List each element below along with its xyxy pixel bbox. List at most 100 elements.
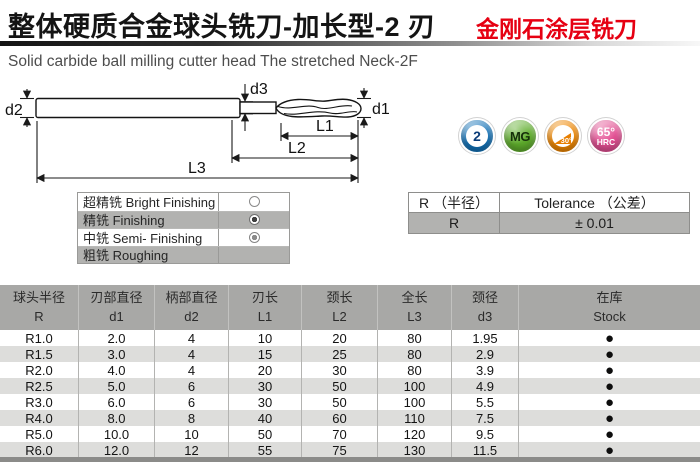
spec-col-header: 刃部直径 d1 — [78, 285, 154, 330]
finishing-mark-cell — [218, 211, 289, 228]
spec-col-header: 颈长 L2 — [301, 285, 377, 330]
spec-col-header: 刃长 L1 — [228, 285, 301, 330]
spec-cell: 80 — [377, 330, 451, 346]
spec-col-header-zh: 刃长 — [251, 289, 278, 305]
spec-cell: 11.5 — [451, 442, 518, 458]
spec-col-header-zh: 刃部直径 — [90, 289, 143, 305]
spec-cell: R2.0 — [25, 362, 53, 378]
label-d3: d3 — [250, 81, 268, 98]
spec-cell: R2.5 — [25, 378, 53, 394]
spec-cell: 12 — [154, 442, 228, 458]
coating-title: 金刚石涂层铣刀 — [476, 16, 637, 42]
spec-cell: 4 — [154, 346, 228, 362]
spec-col-header-code: d1 — [109, 308, 124, 324]
finishing-table: 超精铣 Bright Finishing 精铣 Finishing 中铣 Semi-… — [77, 192, 290, 264]
spec-badges: 2 MG 30° 65° HRC — [459, 118, 624, 154]
spec-col-header: 全长 L3 — [377, 285, 451, 330]
spec-cell: 40 — [228, 410, 301, 426]
double-circle-icon — [248, 231, 260, 243]
spec-cell: R1.5 — [25, 346, 53, 362]
spec-row: R6.0 12.0 12 55 75 130 11.5 ● — [0, 442, 700, 458]
spec-col-header-zh: 柄部直径 — [165, 289, 218, 305]
spec-cell: 70 — [301, 426, 377, 442]
tolerance-r-value: R — [448, 215, 460, 231]
finishing-label: 精铣 Finishing — [83, 213, 165, 229]
tolerance-row: R ± 0.01 — [409, 213, 689, 233]
spec-row: R2.5 5.0 6 30 50 100 4.9 ● — [0, 378, 700, 394]
stock-dot-cell: ● — [518, 426, 700, 442]
finishing-label: 粗铣 Roughing — [83, 248, 169, 264]
material-grade-label: MG — [510, 128, 530, 144]
spec-cell: 8.0 — [78, 410, 154, 426]
finishing-label: 超精铣 Bright Finishing — [83, 195, 216, 211]
spec-col-header-code: L2 — [332, 308, 347, 324]
flutes-count-label: 2 — [473, 128, 481, 144]
spec-cell: 55 — [228, 442, 301, 458]
spec-cell: 20 — [301, 330, 377, 346]
spec-cell: 6 — [154, 378, 228, 394]
finishing-row: 粗铣 Roughing — [78, 245, 289, 264]
spec-cell: 6 — [154, 394, 228, 410]
spec-cell: R6.0 — [25, 442, 53, 458]
spec-cell: R1.0 — [25, 330, 53, 346]
hardness-unit: HRC — [596, 136, 616, 147]
subtitle-en: Solid carbide ball milling cutter head T… — [8, 53, 418, 70]
spec-col-header-zh: 颈径 — [471, 289, 498, 305]
spec-row: R1.0 2.0 4 10 20 80 1.95 ● — [0, 330, 700, 346]
tolerance-header-row: R （半径） Tolerance （公差） — [409, 193, 689, 213]
spec-col-header-zh: 球头半径 — [12, 289, 65, 305]
spec-col-header-code: Stock — [593, 308, 626, 324]
spec-cell: 50 — [301, 394, 377, 410]
spec-row: R5.0 10.0 10 50 70 120 9.5 ● — [0, 426, 700, 442]
stock-dot-cell: ● — [518, 346, 700, 362]
label-d2: d2 — [5, 102, 23, 119]
spec-cell: 10 — [228, 330, 301, 346]
spec-cell: 50 — [301, 378, 377, 394]
spec-col-header: 柄部直径 d2 — [154, 285, 228, 330]
finishing-mark-cell — [218, 246, 289, 263]
spec-cell: 30 — [301, 362, 377, 378]
spec-row: R2.0 4.0 4 20 30 80 3.9 ● — [0, 362, 700, 378]
spec-row: R4.0 8.0 8 40 60 110 7.5 ● — [0, 410, 700, 426]
spec-col-header-code: d2 — [184, 308, 199, 324]
spec-cell: 4.0 — [78, 362, 154, 378]
spec-cell: 4.9 — [451, 378, 518, 394]
finishing-row: 精铣 Finishing — [78, 210, 289, 229]
flutes-badge: 2 — [459, 118, 495, 154]
spec-cell: R3.0 — [25, 394, 53, 410]
spec-cell: 4 — [154, 362, 228, 378]
spec-table: 球头半径 R 刃部直径 d1 柄部直径 d2 刃长 L1 颈长 L2 全长 L3 颈径 d3 在库 Stock… — [0, 285, 700, 458]
label-L1: L1 — [316, 118, 334, 135]
spec-row: R1.5 3.0 4 15 25 80 2.9 ● — [0, 346, 700, 362]
spec-cell: 50 — [228, 426, 301, 442]
spec-col-header: 在库 Stock — [518, 285, 700, 330]
spec-cell: 12.0 — [78, 442, 154, 458]
open-circle-icon — [248, 196, 260, 208]
spec-cell: 30 — [228, 378, 301, 394]
spec-cell: 75 — [301, 442, 377, 458]
spec-cell: 7.5 — [451, 410, 518, 426]
spec-col-header-code: d3 — [477, 308, 493, 324]
bottom-bar — [0, 457, 700, 462]
spec-col-header: 球头半径 R — [0, 285, 78, 330]
finishing-label: 中铣 Semi- Finishing — [83, 230, 203, 246]
label-L3: L3 — [188, 160, 206, 177]
spec-cell: 6.0 — [78, 394, 154, 410]
hardness-label: 65° HRC — [597, 126, 615, 147]
spec-col-header-code: L1 — [257, 308, 273, 324]
spec-cell: 80 — [377, 362, 451, 378]
spec-cell: 8 — [154, 410, 228, 426]
spec-cell: 10 — [154, 426, 228, 442]
spec-cell: 9.5 — [451, 426, 518, 442]
spec-cell: 1.95 — [451, 330, 518, 346]
angle-wedge-icon — [554, 133, 571, 144]
spec-cell: 4 — [154, 330, 228, 346]
spec-table-body: R1.0 2.0 4 10 20 80 1.95 ● R1.5 3.0 4 15 25 80 2.9 ● R2.… — [0, 330, 700, 458]
stock-dot-cell: ● — [518, 394, 700, 410]
label-d1: d1 — [372, 101, 390, 118]
tolerance-value: ± 0.01 — [499, 213, 689, 233]
spec-col-header-code: R — [34, 308, 44, 324]
spec-cell: 20 — [228, 362, 301, 378]
spec-col-header-zh: 全长 — [401, 289, 428, 305]
double-circle-dark-icon — [248, 214, 260, 226]
